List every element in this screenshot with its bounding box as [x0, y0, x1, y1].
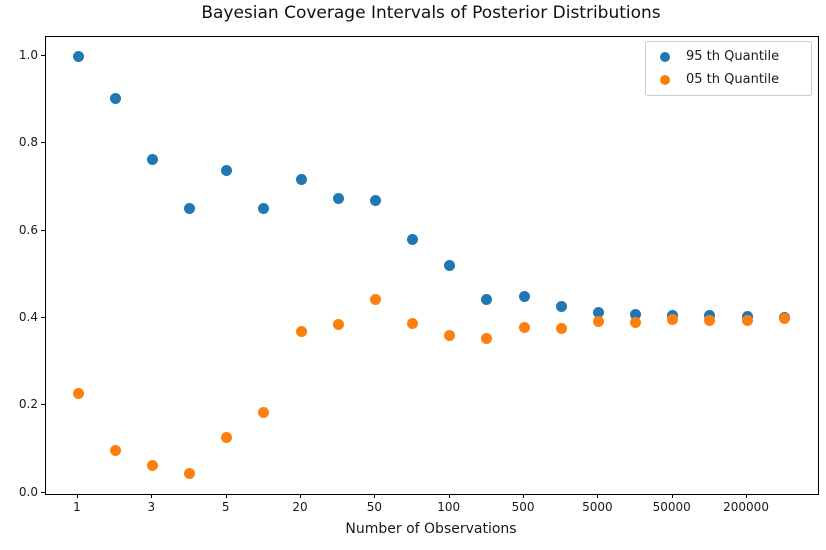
x-tick-label: 3 [147, 500, 156, 514]
data-point-95th [258, 202, 270, 214]
x-axis-label: Number of Observations [345, 521, 517, 537]
data-point-95th [146, 153, 158, 165]
legend-label-05th: 05 th Quantile [686, 72, 780, 87]
data-point-95th [109, 92, 121, 104]
data-point-95th [221, 165, 233, 177]
chart-title: Bayesian Coverage Intervals of Posterior… [201, 3, 661, 23]
x-tick-label: 50 [366, 500, 382, 514]
data-point-95th [444, 259, 456, 271]
data-point-05th [444, 329, 456, 341]
data-point-95th [592, 307, 604, 319]
x-tick-mark [225, 494, 227, 498]
data-point-95th [555, 300, 567, 312]
x-tick-label: 1 [73, 500, 81, 514]
data-point-05th [518, 322, 530, 334]
data-point-05th [109, 444, 121, 456]
data-point-05th [407, 317, 419, 329]
x-tick-label: 5000 [582, 500, 613, 514]
x-tick-mark [300, 494, 302, 498]
x-tick-mark [448, 494, 450, 498]
x-tick-mark [746, 494, 748, 498]
data-point-05th [258, 406, 270, 418]
y-tick-mark [41, 229, 45, 231]
data-point-05th [778, 313, 790, 325]
data-point-05th [630, 317, 642, 329]
legend-entry-95th: 95 th Quantile [646, 45, 811, 68]
x-tick-label: 50000 [652, 500, 691, 514]
data-point-05th [146, 459, 158, 471]
y-tick-mark [41, 55, 45, 56]
data-point-05th [555, 322, 567, 334]
y-tick-label: 0.0 [18, 484, 38, 499]
data-point-05th [184, 467, 195, 479]
data-point-95th [630, 309, 642, 321]
legend-marker-95th-icon [660, 51, 670, 62]
legend-label-95th: 95 th Quantile [686, 49, 780, 64]
y-tick-label: 1.0 [18, 48, 38, 62]
plot-area [45, 36, 819, 495]
x-tick-mark [671, 494, 673, 498]
data-point-95th [518, 291, 530, 302]
y-tick-mark [41, 491, 45, 493]
legend-entry-05th: 05 th Quantile [646, 68, 811, 91]
y-tick-label: 0.4 [18, 309, 38, 324]
data-point-05th [481, 333, 493, 345]
data-point-95th [184, 203, 195, 215]
data-point-95th [481, 293, 493, 305]
data-point-05th [369, 293, 381, 305]
legend-marker-05th-icon [660, 74, 670, 85]
y-tick-label: 0.6 [18, 222, 38, 237]
y-tick-mark [41, 142, 45, 144]
x-tick-mark [523, 494, 525, 498]
x-tick-mark [597, 494, 599, 498]
y-tick-mark [41, 404, 45, 406]
data-point-05th [221, 432, 233, 443]
x-tick-label: 500 [511, 500, 535, 514]
data-point-05th [704, 314, 716, 326]
data-point-05th [72, 388, 84, 400]
data-point-05th [295, 326, 307, 338]
data-point-95th [332, 192, 344, 204]
data-point-95th [369, 194, 381, 206]
y-tick-label: 0.2 [18, 397, 38, 412]
x-tick-label: 200000 [723, 500, 769, 514]
x-tick-label: 100 [437, 500, 461, 514]
data-point-05th [332, 318, 344, 330]
data-point-95th [72, 51, 84, 63]
y-tick-label: 0.8 [18, 135, 38, 150]
legend: 95 th Quantile 05 th Quantile [645, 41, 812, 96]
x-tick-mark [77, 494, 78, 498]
x-tick-label: 20 [292, 500, 308, 514]
data-point-05th [667, 314, 679, 326]
x-tick-label: 5 [221, 500, 230, 514]
y-tick-mark [41, 316, 45, 318]
x-tick-mark [374, 494, 376, 498]
data-point-05th [741, 314, 753, 326]
data-point-95th [295, 174, 307, 186]
data-point-95th [407, 233, 419, 245]
data-point-05th [592, 316, 604, 328]
x-tick-mark [151, 494, 153, 498]
